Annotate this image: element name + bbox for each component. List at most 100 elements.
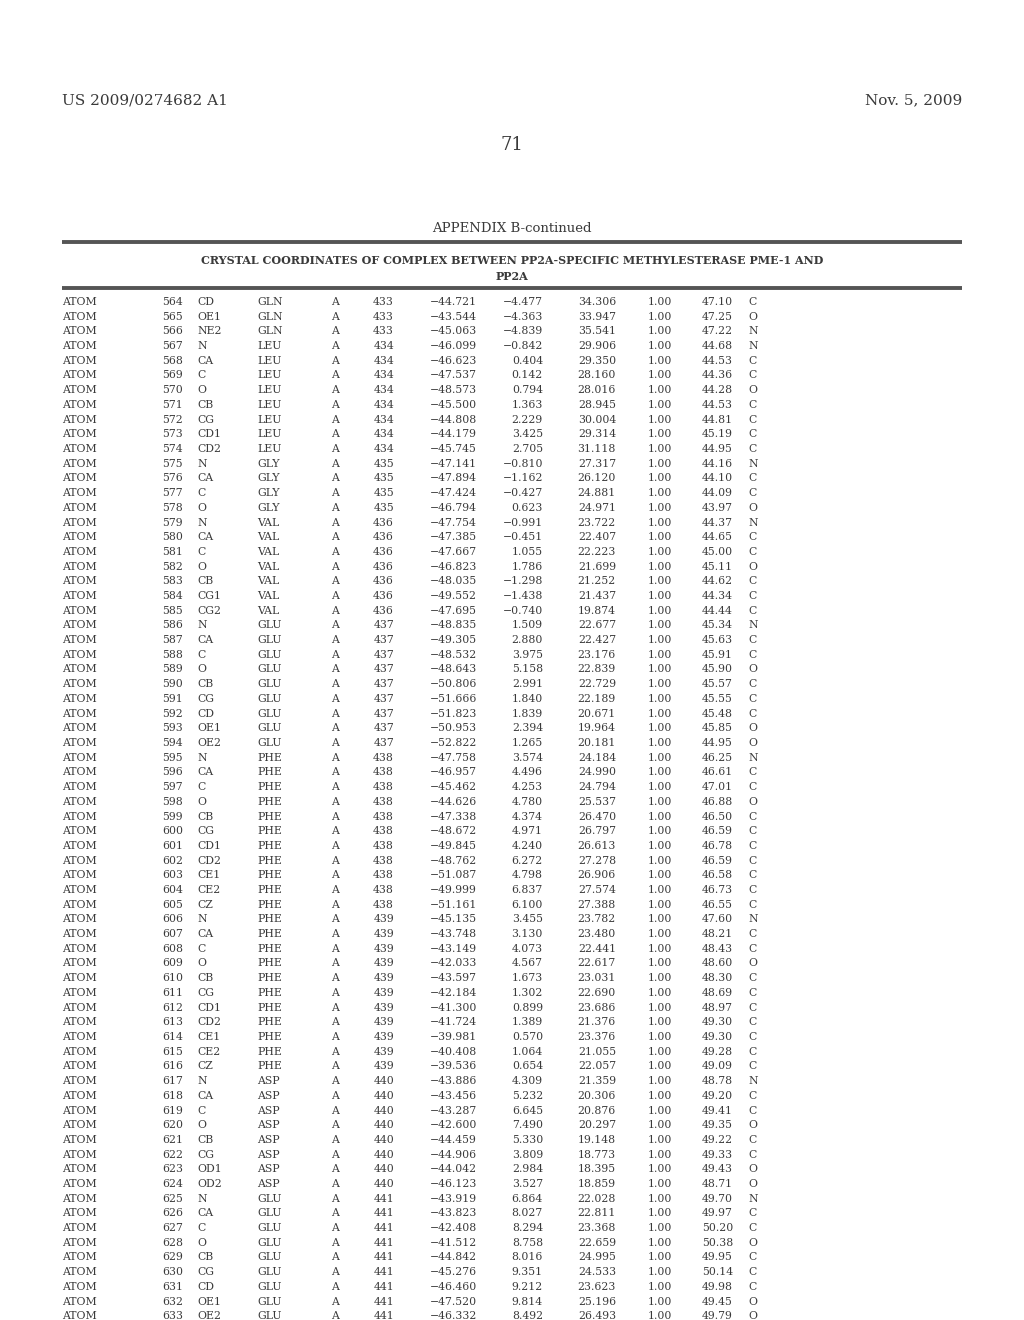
Text: 1.840: 1.840: [512, 694, 543, 704]
Text: 24.794: 24.794: [579, 781, 616, 792]
Text: −45.745: −45.745: [430, 444, 477, 454]
Text: 49.20: 49.20: [701, 1090, 733, 1101]
Text: C: C: [748, 1003, 757, 1012]
Text: −47.667: −47.667: [430, 546, 477, 557]
Text: CD: CD: [197, 709, 214, 718]
Text: 27.574: 27.574: [579, 884, 616, 895]
Text: 434: 434: [374, 414, 394, 425]
Text: ATOM: ATOM: [62, 1164, 96, 1175]
Text: 19.874: 19.874: [578, 606, 616, 615]
Text: 5.232: 5.232: [512, 1090, 543, 1101]
Text: 632: 632: [162, 1296, 183, 1307]
Text: 584: 584: [162, 591, 183, 601]
Text: −47.520: −47.520: [430, 1296, 477, 1307]
Text: 45.91: 45.91: [702, 649, 733, 660]
Text: A: A: [331, 884, 339, 895]
Text: 441: 441: [374, 1238, 394, 1247]
Text: PHE: PHE: [257, 870, 282, 880]
Text: 440: 440: [374, 1135, 394, 1144]
Text: A: A: [331, 297, 339, 308]
Text: O: O: [748, 385, 757, 395]
Text: 9.814: 9.814: [512, 1296, 543, 1307]
Text: 439: 439: [374, 1047, 394, 1057]
Text: N: N: [197, 1076, 207, 1086]
Text: CA: CA: [197, 767, 213, 777]
Text: 21.055: 21.055: [578, 1047, 616, 1057]
Text: 49.98: 49.98: [702, 1282, 733, 1292]
Text: 586: 586: [162, 620, 183, 631]
Text: CG: CG: [197, 414, 214, 425]
Text: 567: 567: [162, 341, 183, 351]
Text: ATOM: ATOM: [62, 1150, 96, 1159]
Text: −41.512: −41.512: [430, 1238, 477, 1247]
Text: C: C: [197, 944, 205, 954]
Text: 616: 616: [162, 1061, 183, 1072]
Text: 47.60: 47.60: [701, 915, 733, 924]
Text: ATOM: ATOM: [62, 488, 96, 498]
Text: −44.459: −44.459: [430, 1135, 477, 1144]
Text: C: C: [748, 973, 757, 983]
Text: 45.34: 45.34: [702, 620, 733, 631]
Text: 1.00: 1.00: [647, 1267, 672, 1278]
Text: −43.149: −43.149: [430, 944, 477, 954]
Text: VAL: VAL: [257, 532, 280, 543]
Text: −0.451: −0.451: [503, 532, 543, 543]
Text: 434: 434: [374, 400, 394, 411]
Text: 22.690: 22.690: [578, 987, 616, 998]
Text: −44.042: −44.042: [430, 1164, 477, 1175]
Text: −51.161: −51.161: [430, 900, 477, 909]
Text: ATOM: ATOM: [62, 385, 96, 395]
Text: CA: CA: [197, 1208, 213, 1218]
Text: ATOM: ATOM: [62, 1061, 96, 1072]
Text: 439: 439: [374, 1032, 394, 1041]
Text: 441: 441: [374, 1224, 394, 1233]
Text: 625: 625: [162, 1193, 183, 1204]
Text: ATOM: ATOM: [62, 1135, 96, 1144]
Text: −0.810: −0.810: [503, 459, 543, 469]
Text: CD: CD: [197, 297, 214, 308]
Text: 618: 618: [162, 1090, 183, 1101]
Text: −1.438: −1.438: [503, 591, 543, 601]
Text: 602: 602: [162, 855, 183, 866]
Text: 440: 440: [374, 1076, 394, 1086]
Text: 23.623: 23.623: [578, 1282, 616, 1292]
Text: 2.880: 2.880: [512, 635, 543, 645]
Text: A: A: [331, 1003, 339, 1012]
Text: CD: CD: [197, 1282, 214, 1292]
Text: 1.00: 1.00: [647, 944, 672, 954]
Text: A: A: [331, 517, 339, 528]
Text: 437: 437: [374, 680, 394, 689]
Text: −43.886: −43.886: [430, 1076, 477, 1086]
Text: 441: 441: [374, 1282, 394, 1292]
Text: ATOM: ATOM: [62, 1018, 96, 1027]
Text: −42.408: −42.408: [430, 1224, 477, 1233]
Text: 4.309: 4.309: [512, 1076, 543, 1086]
Text: 4.240: 4.240: [512, 841, 543, 851]
Text: APPENDIX B-continued: APPENDIX B-continued: [432, 222, 592, 235]
Text: 438: 438: [373, 826, 394, 836]
Text: 1.00: 1.00: [647, 400, 672, 411]
Text: 433: 433: [373, 312, 394, 322]
Text: 1.00: 1.00: [647, 561, 672, 572]
Text: 433: 433: [373, 297, 394, 308]
Text: LEU: LEU: [257, 414, 282, 425]
Text: −45.276: −45.276: [430, 1267, 477, 1278]
Text: 49.30: 49.30: [701, 1032, 733, 1041]
Text: 604: 604: [162, 884, 183, 895]
Text: 23.686: 23.686: [578, 1003, 616, 1012]
Text: 1.00: 1.00: [647, 958, 672, 969]
Text: C: C: [748, 400, 757, 411]
Text: PHE: PHE: [257, 973, 282, 983]
Text: 4.971: 4.971: [512, 826, 543, 836]
Text: 6.864: 6.864: [512, 1193, 543, 1204]
Text: CD2: CD2: [197, 444, 221, 454]
Text: 619: 619: [162, 1106, 183, 1115]
Text: A: A: [331, 488, 339, 498]
Text: 1.00: 1.00: [647, 1296, 672, 1307]
Text: 1.00: 1.00: [647, 884, 672, 895]
Text: 1.00: 1.00: [647, 577, 672, 586]
Text: 18.859: 18.859: [578, 1179, 616, 1189]
Text: A: A: [331, 591, 339, 601]
Text: 565: 565: [162, 312, 183, 322]
Text: 0.404: 0.404: [512, 356, 543, 366]
